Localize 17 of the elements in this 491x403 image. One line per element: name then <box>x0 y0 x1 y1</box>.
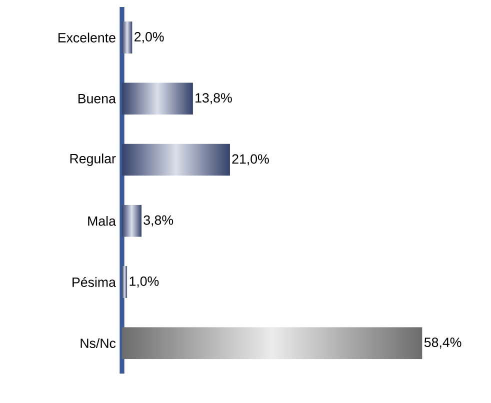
data-label: 21,0% <box>232 154 269 166</box>
bar <box>122 327 422 360</box>
y-tick-label: Regular <box>70 154 116 166</box>
y-tick-label: Pésima <box>72 277 116 287</box>
data-label: 2,0% <box>134 32 164 44</box>
bar <box>122 204 142 237</box>
data-label: 13,8% <box>196 93 232 104</box>
bar <box>122 144 230 176</box>
data-label: 3,8% <box>144 215 174 226</box>
y-tick-label: Mala <box>88 216 116 226</box>
bar <box>122 82 193 115</box>
y-tick-label: Ns/Nc <box>80 338 116 348</box>
y-tick-label: Buena <box>78 94 116 104</box>
y-tick-label: Excelente <box>58 32 116 42</box>
data-label: 58,4% <box>424 338 462 349</box>
data-label: 1,0% <box>130 276 159 288</box>
bar <box>122 22 132 54</box>
